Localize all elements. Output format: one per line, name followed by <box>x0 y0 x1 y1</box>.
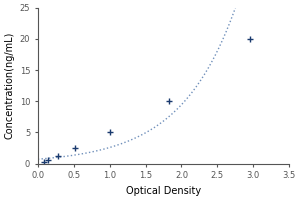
Y-axis label: Concentration(ng/mL): Concentration(ng/mL) <box>4 32 14 139</box>
X-axis label: Optical Density: Optical Density <box>126 186 201 196</box>
